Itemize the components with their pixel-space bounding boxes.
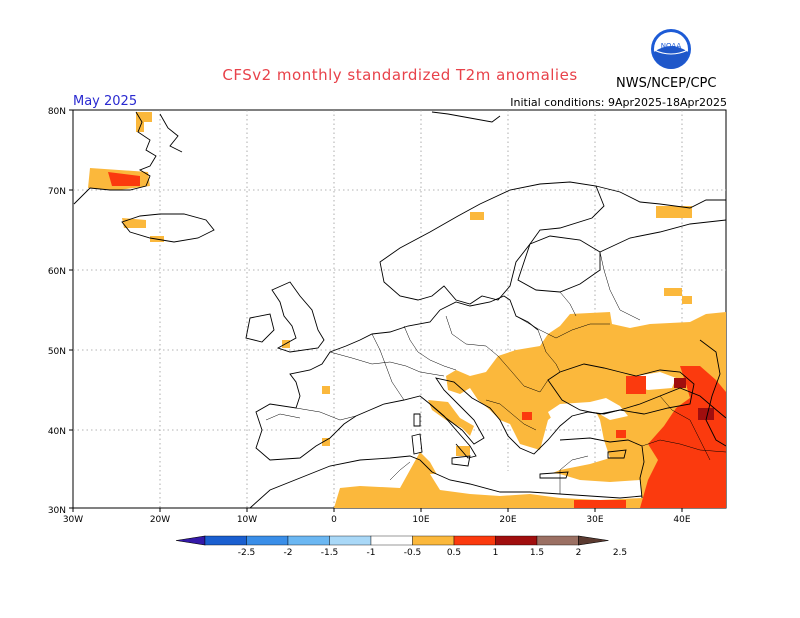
lon-label-20w: 20W: [150, 515, 170, 525]
forecast-month: May 2025: [73, 94, 138, 109]
lon-label-10e: 10E: [412, 515, 429, 525]
colorbar-swatch: [204, 535, 247, 546]
colorbar-arrow-left: [175, 535, 206, 546]
colorbar-label: 1.5: [530, 548, 544, 558]
axis-ticks: [69, 109, 683, 512]
lat-label-40n: 40N: [48, 427, 66, 437]
lon-labels: 30W 20W 10W 0 10E 20E 30E 40E: [63, 515, 691, 525]
lon-label-20e: 20E: [499, 515, 516, 525]
lon-label-10w: 10W: [237, 515, 257, 525]
svg-text:NOAA: NOAA: [661, 42, 682, 50]
colorbar-label: -2.5: [238, 548, 256, 558]
coastlines: [73, 111, 727, 509]
lon-label-30w: 30W: [63, 515, 83, 525]
initial-conditions: Initial conditions: 9Apr2025-18Apr2025: [510, 96, 727, 109]
colorbar-swatch: [246, 535, 289, 546]
lat-labels: 30N 40N 50N 60N 70N 80N: [48, 107, 66, 516]
lat-label-50n: 50N: [48, 347, 66, 357]
colorbar-label: -1.5: [321, 548, 339, 558]
colorbar-swatch: [536, 535, 579, 546]
colorbar-swatch: [453, 535, 496, 546]
agency-label: NWS/NCEP/CPC: [616, 76, 717, 91]
lat-label-80n: 80N: [48, 107, 66, 117]
colorbar-swatch: [287, 535, 330, 546]
colorbar-swatch: [495, 535, 538, 546]
noaa-logo-icon: NOAA: [651, 29, 691, 69]
colorbar-label: -1: [367, 548, 376, 558]
colorbar-swatch: [412, 535, 455, 546]
colorbar-label: -0.5: [404, 548, 422, 558]
colorbar-label: 0.5: [447, 548, 461, 558]
colorbar-swatch: [329, 535, 372, 546]
colorbar-label: 1: [493, 548, 499, 558]
colorbar-label: 2.5: [613, 548, 627, 558]
lon-label-40e: 40E: [673, 515, 690, 525]
lon-label-0: 0: [331, 515, 337, 525]
colorbar-swatch: [370, 535, 413, 546]
colorbar-arrow-right: [578, 535, 609, 546]
lat-label-70n: 70N: [48, 187, 66, 197]
chart-title: CFSv2 monthly standardized T2m anomalies: [222, 66, 578, 84]
lat-label-60n: 60N: [48, 267, 66, 277]
gridlines: [73, 110, 726, 508]
lat-label-30n: 30N: [48, 506, 66, 516]
colorbar-label: 2: [576, 548, 582, 558]
colorbar-label: -2: [284, 548, 293, 558]
lon-label-30e: 30E: [586, 515, 603, 525]
country-borders: [265, 251, 727, 494]
